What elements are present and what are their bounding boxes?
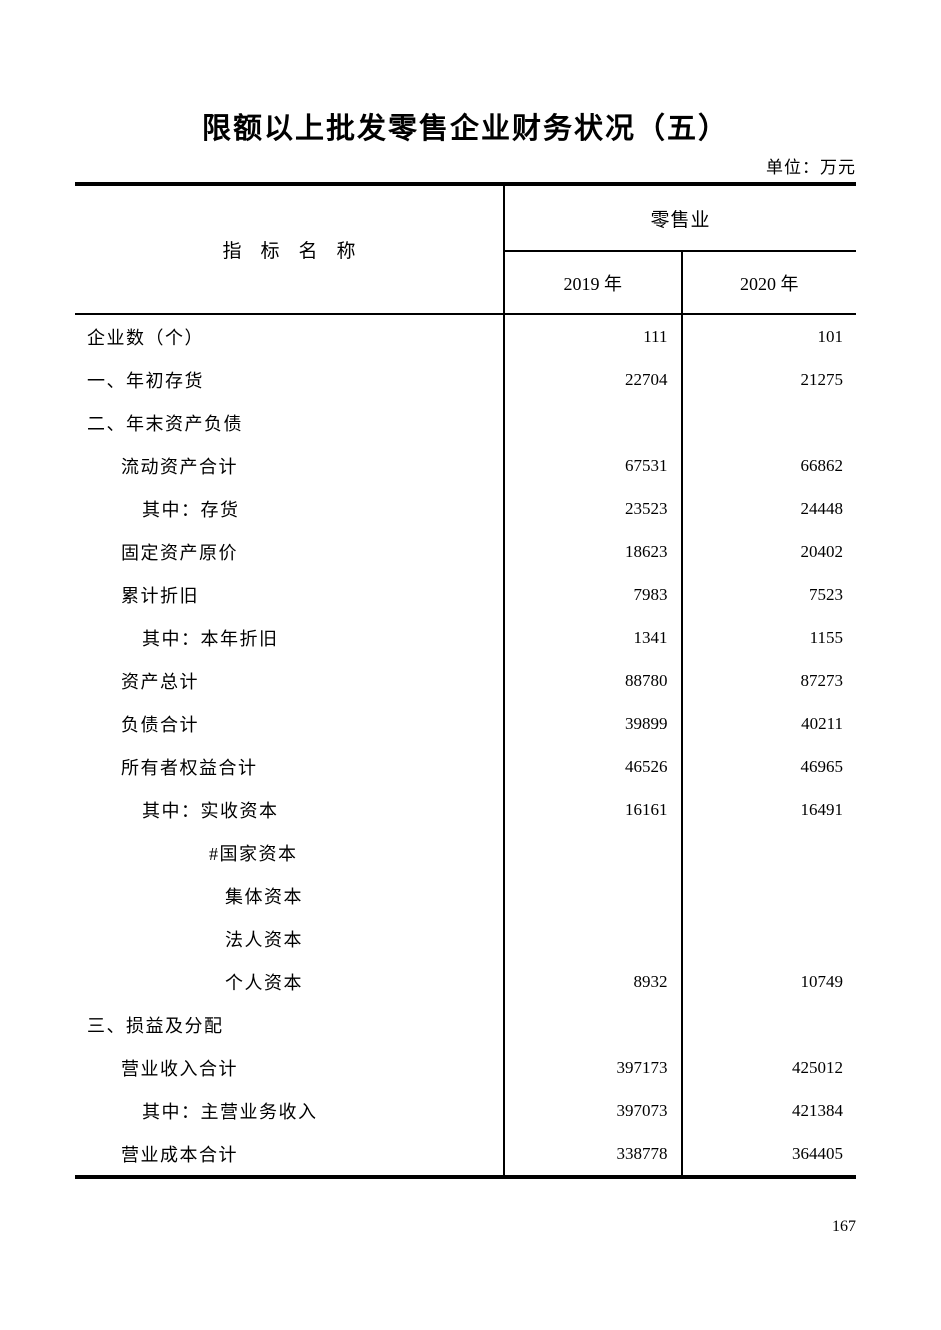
row-value-2019 <box>503 401 681 444</box>
row-indicator-label: 营业收入合计 <box>121 1058 238 1079</box>
row-value-2020 <box>680 874 857 917</box>
indicator-name-header: 指 标 名 称 <box>222 241 356 262</box>
table-row: 一、年初存货 22704 21275 <box>75 358 856 401</box>
row-value-2020: 24448 <box>680 487 857 530</box>
table-row: 法人资本 <box>75 917 856 960</box>
row-indicator-label: 固定资产原价 <box>121 542 238 563</box>
page-title: 限额以上批发零售企业财务状况（五） <box>201 113 729 145</box>
row-value-2020 <box>680 401 857 444</box>
row-indicator-label: 负债合计 <box>121 714 199 735</box>
row-indicator-label: 企业数（个） <box>87 327 204 348</box>
table-row: 营业收入合计 397173 425012 <box>75 1046 856 1089</box>
row-value-2020 <box>680 1003 857 1046</box>
row-indicator-label: 其中：实收资本 <box>142 800 279 821</box>
row-value-2019: 397073 <box>503 1089 681 1132</box>
row-value-2019: 16161 <box>503 788 681 831</box>
row-value-2019: 39899 <box>503 702 681 745</box>
row-indicator-label: 集体资本 <box>225 886 303 907</box>
row-value-2020: 101 <box>680 315 857 358</box>
row-value-2019: 338778 <box>503 1132 681 1175</box>
row-indicator-label: 累计折旧 <box>121 585 199 606</box>
table-row: 二、年末资产负债 <box>75 401 856 444</box>
table-row: 其中：实收资本 16161 16491 <box>75 788 856 831</box>
row-value-2019: 46526 <box>503 745 681 788</box>
row-value-2019 <box>503 917 681 960</box>
row-value-2020: 66862 <box>680 444 857 487</box>
row-value-2020: 87273 <box>680 659 857 702</box>
table-row: 所有者权益合计 46526 46965 <box>75 745 856 788</box>
row-value-2020 <box>680 917 857 960</box>
table-row: 企业数（个） 111 101 <box>75 315 856 358</box>
row-value-2019 <box>503 1003 681 1046</box>
table-row: 负债合计 39899 40211 <box>75 702 856 745</box>
row-indicator-label: #国家资本 <box>209 843 298 864</box>
row-value-2019: 1341 <box>503 616 681 659</box>
row-value-2019: 397173 <box>503 1046 681 1089</box>
row-value-2019 <box>503 831 681 874</box>
table-row: 固定资产原价 18623 20402 <box>75 530 856 573</box>
row-value-2019: 7983 <box>503 573 681 616</box>
unit-label: 单位：万元 <box>766 158 856 177</box>
year-headers-row: 2019 年 2020 年 <box>505 252 856 313</box>
row-value-2019: 23523 <box>503 487 681 530</box>
table-row: 资产总计 88780 87273 <box>75 659 856 702</box>
row-value-2020: 40211 <box>680 702 857 745</box>
row-value-2020: 1155 <box>680 616 857 659</box>
row-value-2019 <box>503 874 681 917</box>
row-indicator-label: 个人资本 <box>225 972 303 993</box>
table-row: 个人资本 8932 10749 <box>75 960 856 1003</box>
row-indicator-label: 营业成本合计 <box>121 1144 238 1165</box>
table-row: 营业成本合计 338778 364405 <box>75 1132 856 1175</box>
row-value-2020: 425012 <box>680 1046 857 1089</box>
row-indicator-label: 其中：本年折旧 <box>142 628 279 649</box>
row-indicator-label: 三、损益及分配 <box>87 1015 224 1036</box>
table-row: #国家资本 <box>75 831 856 874</box>
row-indicator-label: 资产总计 <box>121 671 199 692</box>
row-value-2019: 8932 <box>503 960 681 1003</box>
row-indicator-label: 其中：主营业务收入 <box>142 1101 318 1122</box>
row-value-2020: 7523 <box>680 573 857 616</box>
row-value-2020: 16491 <box>680 788 857 831</box>
row-indicator-label: 法人资本 <box>225 929 303 950</box>
row-value-2019: 22704 <box>503 358 681 401</box>
row-value-2019: 67531 <box>503 444 681 487</box>
row-value-2020: 364405 <box>680 1132 857 1175</box>
row-indicator-label: 所有者权益合计 <box>121 757 258 778</box>
retail-group-header: 零售业 <box>505 186 856 252</box>
financial-table: 指 标 名 称 零售业 2019 年 2020 年 企业数（个） 111 101… <box>75 182 856 1179</box>
table-row: 其中：主营业务收入 397073 421384 <box>75 1089 856 1132</box>
retail-group-header-block: 零售业 2019 年 2020 年 <box>503 186 856 313</box>
row-indicator-label: 二、年末资产负债 <box>87 413 243 434</box>
table-row: 集体资本 <box>75 874 856 917</box>
row-value-2019: 111 <box>503 315 681 358</box>
row-value-2020 <box>680 831 857 874</box>
row-value-2019: 88780 <box>503 659 681 702</box>
row-value-2020: 421384 <box>680 1089 857 1132</box>
row-value-2020: 46965 <box>680 745 857 788</box>
row-indicator-label: 一、年初存货 <box>87 370 204 391</box>
row-value-2020: 20402 <box>680 530 857 573</box>
table-row: 其中：本年折旧 1341 1155 <box>75 616 856 659</box>
table-row: 其中：存货 23523 24448 <box>75 487 856 530</box>
row-value-2020: 10749 <box>680 960 857 1003</box>
table-row: 累计折旧 7983 7523 <box>75 573 856 616</box>
year-header-2020: 2020 年 <box>680 252 857 313</box>
row-indicator-label: 其中：存货 <box>142 499 240 520</box>
table-row: 三、损益及分配 <box>75 1003 856 1046</box>
table-header: 指 标 名 称 零售业 2019 年 2020 年 <box>75 186 856 315</box>
page-number: 167 <box>832 1218 856 1235</box>
row-value-2019: 18623 <box>503 530 681 573</box>
row-indicator-label: 流动资产合计 <box>121 456 238 477</box>
row-value-2020: 21275 <box>680 358 857 401</box>
table-body: 企业数（个） 111 101 一、年初存货 22704 21275 二、年末资产… <box>75 315 856 1175</box>
table-row: 流动资产合计 67531 66862 <box>75 444 856 487</box>
year-header-2019: 2019 年 <box>563 273 623 294</box>
